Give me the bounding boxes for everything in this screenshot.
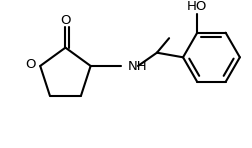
Text: NH: NH — [127, 60, 147, 73]
Text: O: O — [25, 58, 36, 71]
Text: O: O — [60, 14, 70, 27]
Text: HO: HO — [186, 0, 207, 13]
